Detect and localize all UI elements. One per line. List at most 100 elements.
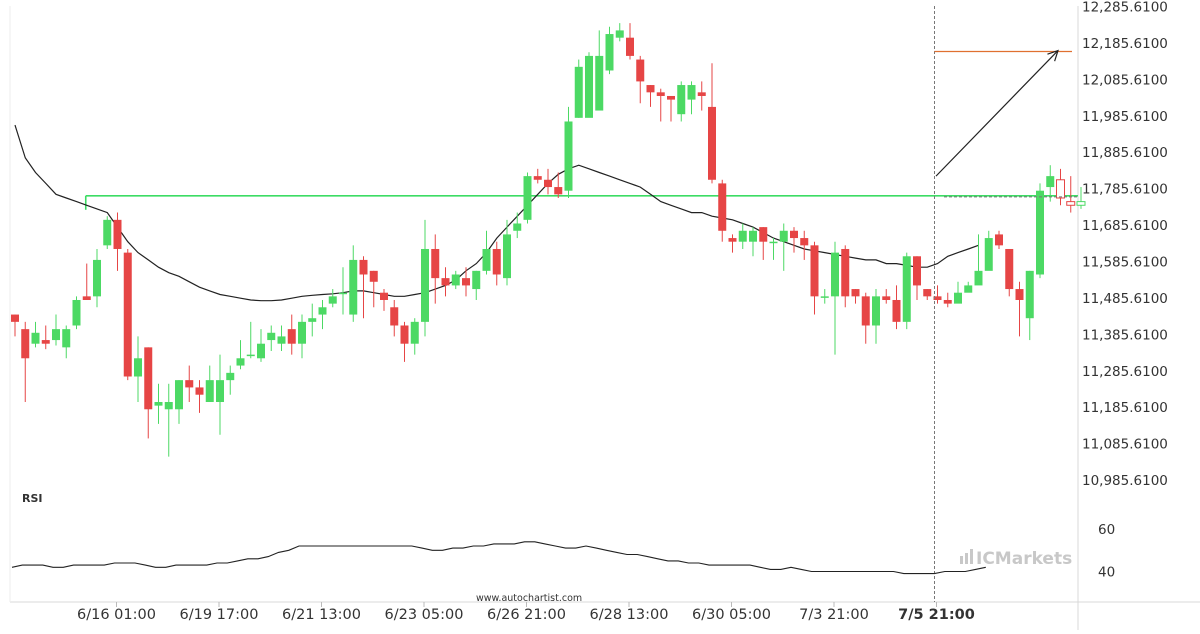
candle (544, 168, 552, 195)
candle (472, 270, 481, 300)
candle-body (277, 336, 286, 344)
candle (400, 321, 409, 362)
candle (913, 256, 921, 300)
candle (205, 365, 214, 402)
candle (308, 303, 317, 337)
candle-body (52, 329, 60, 341)
candle (841, 245, 850, 308)
candle-body (718, 183, 727, 231)
candle (103, 216, 112, 249)
candle-body (892, 299, 901, 322)
candle-body (687, 85, 696, 100)
candle (769, 238, 778, 260)
candle-body (954, 292, 962, 304)
candle (687, 81, 696, 115)
candle (410, 318, 419, 355)
candle-body (21, 329, 30, 359)
candle-body (533, 176, 542, 180)
candle (728, 234, 737, 253)
candle-body (390, 307, 399, 326)
time-tick-label: 6/16 01:00 (77, 607, 156, 623)
rsi-tick-label: 60 (1098, 522, 1115, 538)
time-tick-label: 6/21 13:00 (282, 607, 361, 623)
candle (318, 299, 327, 330)
candle (923, 289, 932, 300)
candle (369, 270, 378, 308)
icmarkets-logo: ICMarkets (960, 549, 1072, 569)
candle-body (697, 92, 706, 96)
time-tick-label: 7/3 21:00 (799, 607, 869, 623)
candle (287, 314, 296, 355)
rsi-layer: 60 40 (11, 522, 1115, 581)
candle-body (134, 358, 142, 377)
candle-body (369, 270, 378, 282)
candle (1036, 183, 1044, 279)
candle (667, 95, 675, 122)
forecast-arrow-head (1047, 49, 1059, 62)
price-tick-label: 11,985.6100 (1082, 109, 1168, 125)
candle (257, 329, 265, 362)
candle (21, 321, 30, 402)
candle-body (236, 358, 245, 366)
candle (195, 380, 204, 413)
price-tick-label: 11,185.6100 (1082, 400, 1168, 416)
candle-body (544, 179, 552, 188)
candle (482, 230, 491, 275)
candle-body (287, 329, 296, 344)
candles-layer (11, 23, 1086, 457)
price-tick-label: 11,285.6100 (1082, 364, 1168, 380)
candle-body (708, 106, 716, 180)
candle-body (656, 92, 665, 96)
candle (974, 234, 983, 286)
candle (421, 219, 429, 337)
candle-body (82, 296, 91, 300)
candle-body (103, 219, 112, 246)
candle-body (72, 299, 81, 326)
candle (851, 289, 860, 304)
candle (359, 256, 368, 319)
candle-body (195, 387, 204, 395)
time-tick-label: 6/19 17:00 (180, 607, 259, 623)
candle-body (164, 401, 173, 410)
candle-body (779, 230, 788, 242)
price-tick-label: 12,085.6100 (1082, 72, 1168, 88)
candle-body (154, 401, 163, 406)
candle (164, 383, 173, 457)
candle-body (1036, 190, 1044, 275)
candle (503, 219, 511, 286)
candle-body (328, 296, 337, 304)
candle (113, 212, 122, 271)
candle-body (144, 347, 153, 410)
candle-body (564, 121, 573, 191)
candle (236, 340, 245, 370)
candle-body (615, 30, 624, 38)
candle-body (359, 259, 368, 275)
candle (72, 296, 81, 330)
candle (1076, 187, 1086, 209)
candle-body (1025, 270, 1034, 319)
candle (328, 289, 337, 308)
candle (185, 365, 194, 402)
candle (492, 241, 501, 286)
candle-body (185, 380, 194, 388)
candle (882, 289, 891, 304)
candle (462, 267, 470, 297)
candle (41, 325, 50, 350)
time-tick-label: 7/5 21:00 (898, 607, 975, 623)
candle-body (728, 238, 737, 242)
candle (697, 81, 706, 111)
candle-body (472, 270, 481, 290)
candle (943, 292, 952, 308)
time-tick-label: 6/23 05:00 (385, 607, 464, 623)
candle (1025, 270, 1034, 341)
candle-body (246, 354, 255, 357)
candle-body (646, 85, 655, 93)
candle-body (800, 238, 809, 246)
candle-body (759, 227, 768, 242)
candle-body (503, 234, 511, 279)
candle (451, 270, 460, 290)
svg-text:ICMarkets: ICMarkets (976, 549, 1072, 569)
candle (595, 30, 604, 111)
candle-body (257, 343, 265, 359)
candle (523, 172, 532, 224)
